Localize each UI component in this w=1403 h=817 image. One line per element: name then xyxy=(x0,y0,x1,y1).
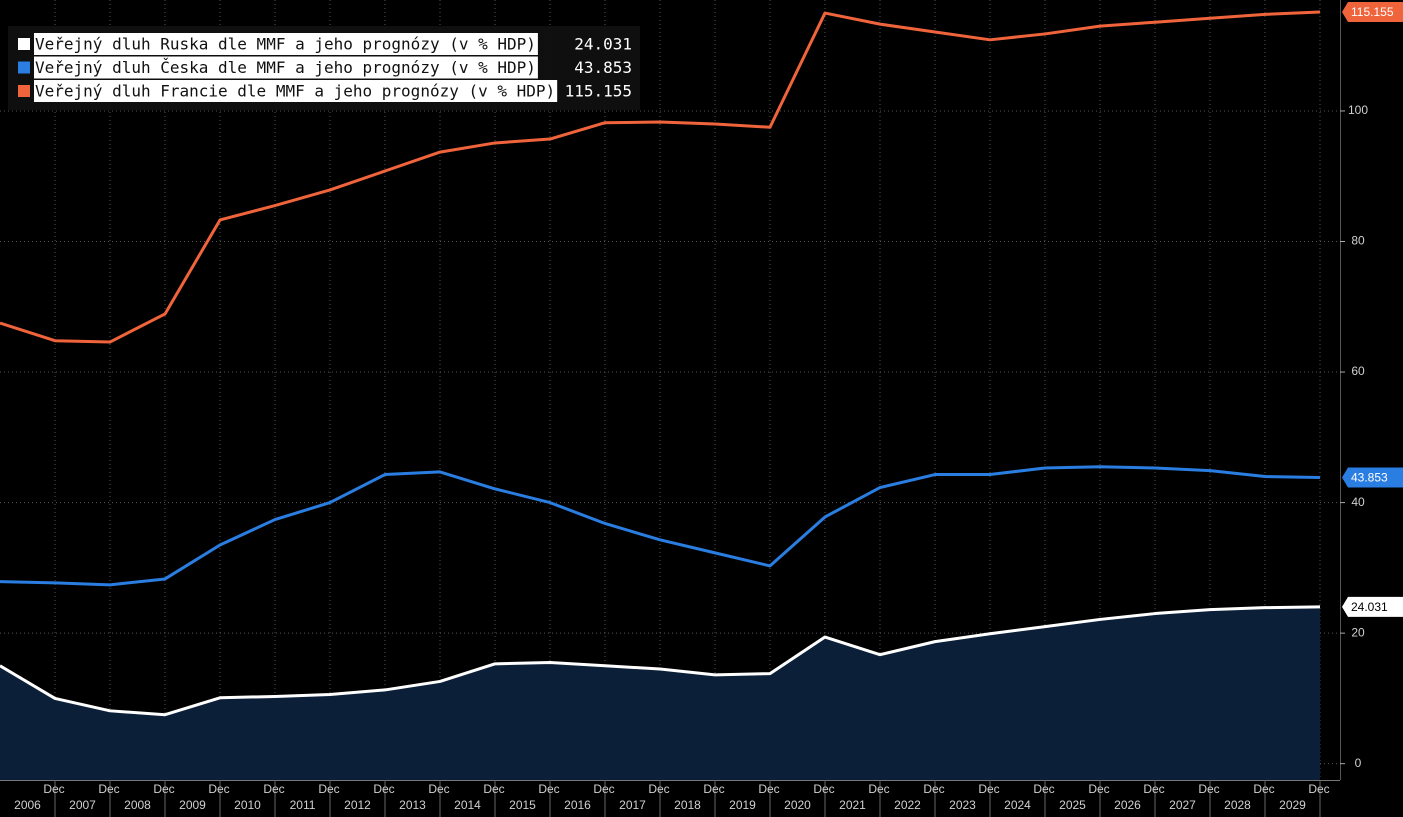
x-year-label: 2022 xyxy=(894,798,921,812)
legend-swatch xyxy=(18,85,30,97)
x-year-label: 2012 xyxy=(344,798,371,812)
y-tick-label: 0 xyxy=(1355,756,1362,770)
x-tick-label: Dec xyxy=(263,782,284,796)
x-tick-label: Dec xyxy=(483,782,504,796)
area xyxy=(0,606,1320,780)
x-tick-label: Dec xyxy=(318,782,339,796)
legend-value: 24.031 xyxy=(574,35,632,54)
value-tag-label: 24.031 xyxy=(1351,600,1388,614)
x-year-label: 2013 xyxy=(399,798,426,812)
x-year-label: 2011 xyxy=(290,798,316,812)
x-year-label: 2007 xyxy=(69,798,96,812)
x-year-label: 2025 xyxy=(1059,798,1086,812)
x-tick-label: Dec xyxy=(428,782,449,796)
axes: 020406080100Dec2006Dec2007Dec2008Dec2009… xyxy=(14,2,1403,817)
legend-value: 43.853 xyxy=(574,58,632,77)
x-year-label: 2009 xyxy=(179,798,206,812)
legend: Veřejný dluh Ruska dle MMF a jeho prognó… xyxy=(8,26,640,110)
x-tick-label: Dec xyxy=(923,782,944,796)
value-tag xyxy=(1342,596,1403,617)
x-year-label: 2021 xyxy=(839,798,866,812)
x-tick-label: Dec xyxy=(758,782,779,796)
x-year-label: 2016 xyxy=(564,798,591,812)
legend-swatch xyxy=(18,38,30,50)
x-tick-label: Dec xyxy=(98,782,119,796)
x-year-label: 2028 xyxy=(1224,798,1251,812)
x-year-label: 2008 xyxy=(124,798,151,812)
plot-area xyxy=(0,0,1340,780)
x-year-label: 2029 xyxy=(1279,798,1306,812)
y-tick-label: 20 xyxy=(1351,625,1365,639)
legend-highlight xyxy=(34,56,538,79)
value-tag xyxy=(1342,467,1403,488)
x-year-label: 2020 xyxy=(784,798,811,812)
x-year-label: 2026 xyxy=(1114,798,1141,812)
legend-label: Veřejný dluh Česka dle MMF a jeho prognó… xyxy=(35,58,536,77)
y-tick-label: 40 xyxy=(1351,495,1365,509)
x-tick-label: Dec xyxy=(813,782,834,796)
line xyxy=(0,10,1321,344)
x-tick-label: Dec xyxy=(373,782,394,796)
x-year-label: 2023 xyxy=(949,798,976,812)
x-tick-label: Dec xyxy=(593,782,614,796)
x-tick-label: Dec xyxy=(1308,782,1329,796)
x-year-label: 2015 xyxy=(509,798,536,812)
legend-swatch xyxy=(18,61,30,74)
x-year-label: 2017 xyxy=(619,798,646,812)
x-year-label: 2019 xyxy=(729,798,756,812)
x-year-label: 2006 xyxy=(14,798,41,812)
x-tick-label: Dec xyxy=(153,782,174,796)
x-tick-label: Dec xyxy=(1143,782,1164,796)
x-year-label: 2014 xyxy=(454,798,481,812)
x-tick-label: Dec xyxy=(703,782,724,796)
x-tick-label: Dec xyxy=(43,782,64,796)
x-tick-label: Dec xyxy=(648,782,669,796)
x-year-label: 2018 xyxy=(674,798,701,812)
x-tick-label: Dec xyxy=(1033,782,1054,796)
value-tag-label: 115.155 xyxy=(1351,5,1394,19)
legend-label: Veřejný dluh Francie dle MMF a jeho prog… xyxy=(35,82,555,101)
x-tick-label: Dec xyxy=(208,782,229,796)
legend-value: 115.155 xyxy=(565,82,632,101)
legend-label: Veřejný dluh Ruska dle MMF a jeho prognó… xyxy=(35,35,536,54)
x-year-label: 2024 xyxy=(1004,798,1031,812)
y-tick-label: 80 xyxy=(1351,234,1365,248)
y-tick-label: 100 xyxy=(1348,103,1368,117)
x-tick-label: Dec xyxy=(868,782,889,796)
value-tag xyxy=(1342,2,1403,23)
x-tick-label: Dec xyxy=(978,782,999,796)
x-tick-label: Dec xyxy=(1198,782,1219,796)
x-year-label: 2027 xyxy=(1169,798,1196,812)
value-tag-label: 43.853 xyxy=(1351,471,1388,485)
y-tick-label: 60 xyxy=(1351,364,1365,378)
line xyxy=(0,605,1321,717)
line xyxy=(0,465,1321,587)
legend-highlight xyxy=(34,33,538,55)
x-tick-label: Dec xyxy=(1088,782,1109,796)
x-tick-label: Dec xyxy=(538,782,559,796)
x-year-label: 2010 xyxy=(234,798,261,812)
x-tick-label: Dec xyxy=(1253,782,1274,796)
legend-highlight xyxy=(34,80,558,102)
